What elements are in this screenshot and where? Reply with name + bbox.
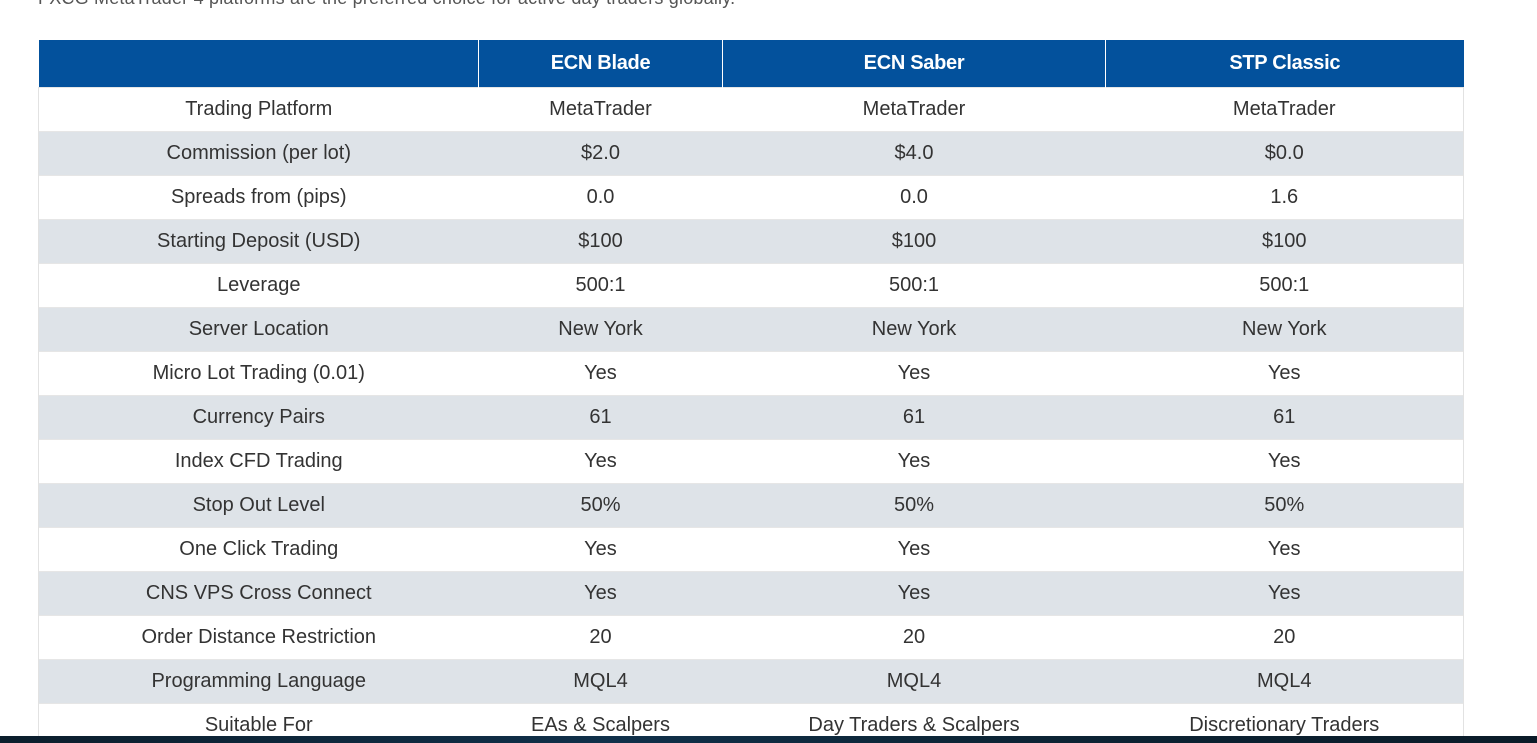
table-cell-feature-label: Trading Platform (38, 87, 479, 132)
table-row: Index CFD Trading Yes Yes Yes (38, 439, 1464, 484)
table-cell-ecn-blade-value: 61 (478, 395, 723, 440)
table-cell-stp-classic-value: MQL4 (1105, 659, 1464, 704)
table-cell-ecn-blade-value: 500:1 (478, 263, 723, 308)
table-row: Stop Out Level 50% 50% 50% (38, 483, 1464, 528)
table-cell-ecn-saber-value: MetaTrader (722, 87, 1106, 132)
table-cell-ecn-blade-value: MQL4 (478, 659, 723, 704)
table-row: Spreads from (pips) 0.0 0.0 1.6 (38, 175, 1464, 220)
table-row: CNS VPS Cross Connect Yes Yes Yes (38, 571, 1464, 616)
table-cell-ecn-saber-value: 0.0 (722, 175, 1106, 220)
table-cell-ecn-blade-value: 50% (478, 483, 723, 528)
header-cell-ecn-blade: ECN Blade (478, 40, 723, 88)
table-cell-feature-label: Order Distance Restriction (38, 615, 479, 660)
table-cell-ecn-blade-value: Yes (478, 439, 723, 484)
table-cell-stp-classic-value: 50% (1105, 483, 1464, 528)
table-cell-stp-classic-value: $0.0 (1105, 131, 1464, 176)
table-cell-feature-label: One Click Trading (38, 527, 479, 572)
table-cell-stp-classic-value: Yes (1105, 571, 1464, 616)
table-cell-ecn-saber-value: Yes (722, 571, 1106, 616)
table-cell-stp-classic-value: MetaTrader (1105, 87, 1464, 132)
table-row: Currency Pairs 61 61 61 (38, 395, 1464, 440)
account-comparison-table: ECN Blade ECN Saber STP Classic Trading … (38, 40, 1464, 743)
table-cell-ecn-blade-value: $2.0 (478, 131, 723, 176)
table-cell-ecn-blade-value: New York (478, 307, 723, 352)
table-cell-ecn-blade-value: MetaTrader (478, 87, 723, 132)
footer-banner-edge (0, 736, 1537, 743)
table-row: One Click Trading Yes Yes Yes (38, 527, 1464, 572)
table-cell-stp-classic-value: Yes (1105, 351, 1464, 396)
intro-text: FXCG MetaTrader 4 platforms are the pref… (38, 0, 735, 9)
table-row: Leverage 500:1 500:1 500:1 (38, 263, 1464, 308)
table-cell-ecn-saber-value: 500:1 (722, 263, 1106, 308)
table-cell-feature-label: Index CFD Trading (38, 439, 479, 484)
table-cell-stp-classic-value: 500:1 (1105, 263, 1464, 308)
table-cell-ecn-saber-value: 61 (722, 395, 1106, 440)
table-cell-stp-classic-value: 20 (1105, 615, 1464, 660)
table-cell-feature-label: Leverage (38, 263, 479, 308)
table-cell-stp-classic-value: 1.6 (1105, 175, 1464, 220)
table-cell-stp-classic-value: 61 (1105, 395, 1464, 440)
table-cell-feature-label: Spreads from (pips) (38, 175, 479, 220)
table-row: Order Distance Restriction 20 20 20 (38, 615, 1464, 660)
table-row: Trading Platform MetaTrader MetaTrader Meta… (38, 87, 1464, 132)
table-body: Trading Platform MetaTrader MetaTrader Meta… (38, 87, 1464, 743)
table-cell-stp-classic-value: $100 (1105, 219, 1464, 264)
table-row: Server Location New York New York New York (38, 307, 1464, 352)
table-header-row: ECN Blade ECN Saber STP Classic (38, 40, 1464, 88)
table-cell-ecn-saber-value: Yes (722, 527, 1106, 572)
table-cell-ecn-saber-value: 20 (722, 615, 1106, 660)
table-cell-stp-classic-value: New York (1105, 307, 1464, 352)
table-cell-ecn-saber-value: New York (722, 307, 1106, 352)
table-cell-feature-label: Currency Pairs (38, 395, 479, 440)
table-cell-feature-label: Commission (per lot) (38, 131, 479, 176)
table-cell-ecn-saber-value: 50% (722, 483, 1106, 528)
table-cell-ecn-blade-value: $100 (478, 219, 723, 264)
table-cell-feature-label: Server Location (38, 307, 479, 352)
table-cell-ecn-blade-value: 0.0 (478, 175, 723, 220)
table-row: Programming Language MQL4 MQL4 MQL4 (38, 659, 1464, 704)
table-cell-feature-label: Starting Deposit (USD) (38, 219, 479, 264)
table-cell-stp-classic-value: Yes (1105, 439, 1464, 484)
table-cell-stp-classic-value: Yes (1105, 527, 1464, 572)
table-row: Commission (per lot) $2.0 $4.0 $0.0 (38, 131, 1464, 176)
header-cell-feature (38, 40, 479, 88)
table-row: Micro Lot Trading (0.01) Yes Yes Yes (38, 351, 1464, 396)
table-cell-ecn-blade-value: 20 (478, 615, 723, 660)
table-cell-ecn-blade-value: Yes (478, 527, 723, 572)
table-row: Starting Deposit (USD) $100 $100 $100 (38, 219, 1464, 264)
table-cell-feature-label: Micro Lot Trading (0.01) (38, 351, 479, 396)
account-comparison-table-wrapper: ECN Blade ECN Saber STP Classic Trading … (38, 40, 1464, 743)
table-cell-ecn-saber-value: $4.0 (722, 131, 1106, 176)
table-cell-feature-label: Programming Language (38, 659, 479, 704)
header-cell-stp-classic: STP Classic (1105, 40, 1464, 88)
table-cell-ecn-blade-value: Yes (478, 571, 723, 616)
table-cell-ecn-saber-value: Yes (722, 439, 1106, 484)
table-cell-feature-label: Stop Out Level (38, 483, 479, 528)
table-cell-ecn-saber-value: MQL4 (722, 659, 1106, 704)
table-cell-ecn-saber-value: Yes (722, 351, 1106, 396)
table-cell-ecn-saber-value: $100 (722, 219, 1106, 264)
table-cell-ecn-blade-value: Yes (478, 351, 723, 396)
table-cell-feature-label: CNS VPS Cross Connect (38, 571, 479, 616)
header-cell-ecn-saber: ECN Saber (722, 40, 1106, 88)
